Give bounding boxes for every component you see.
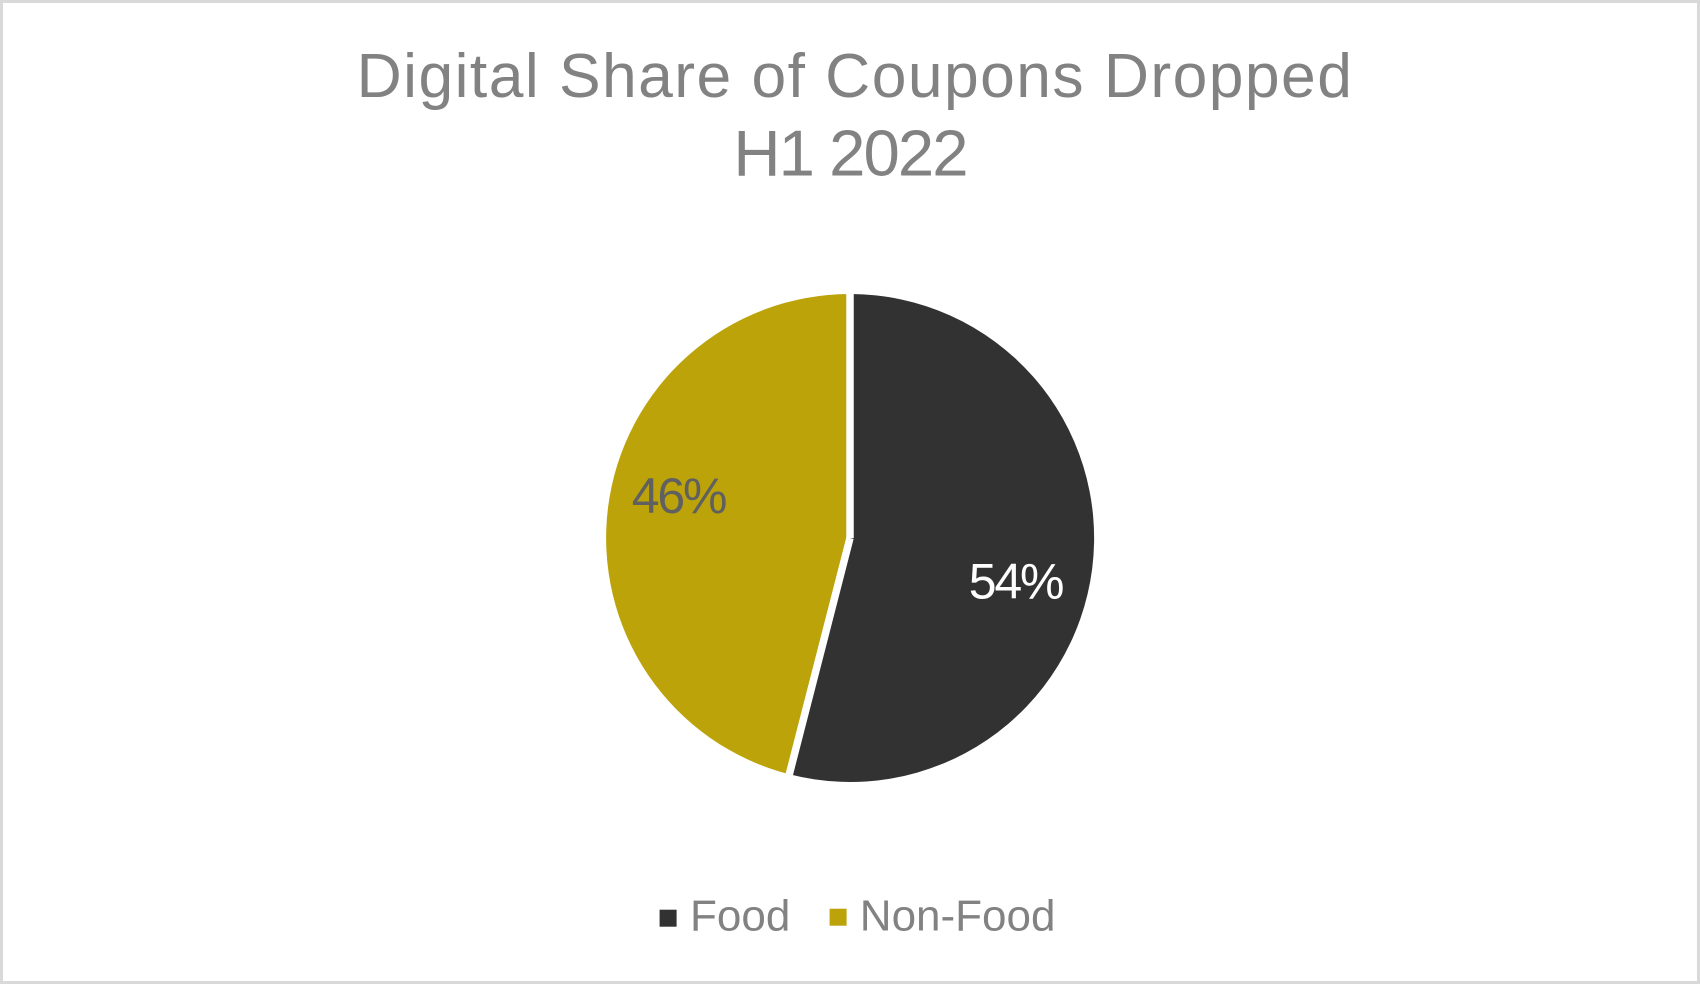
svg-text:Non-Food: Non-Food [860,892,1056,941]
svg-text:46%: 46% [632,468,726,524]
svg-text:54%: 54% [969,554,1063,610]
svg-text:Food: Food [690,892,790,941]
svg-text:H1 2022: H1 2022 [733,117,966,190]
svg-text:Digital Share of Coupons Dropp: Digital Share of Coupons Dropped [357,42,1354,111]
